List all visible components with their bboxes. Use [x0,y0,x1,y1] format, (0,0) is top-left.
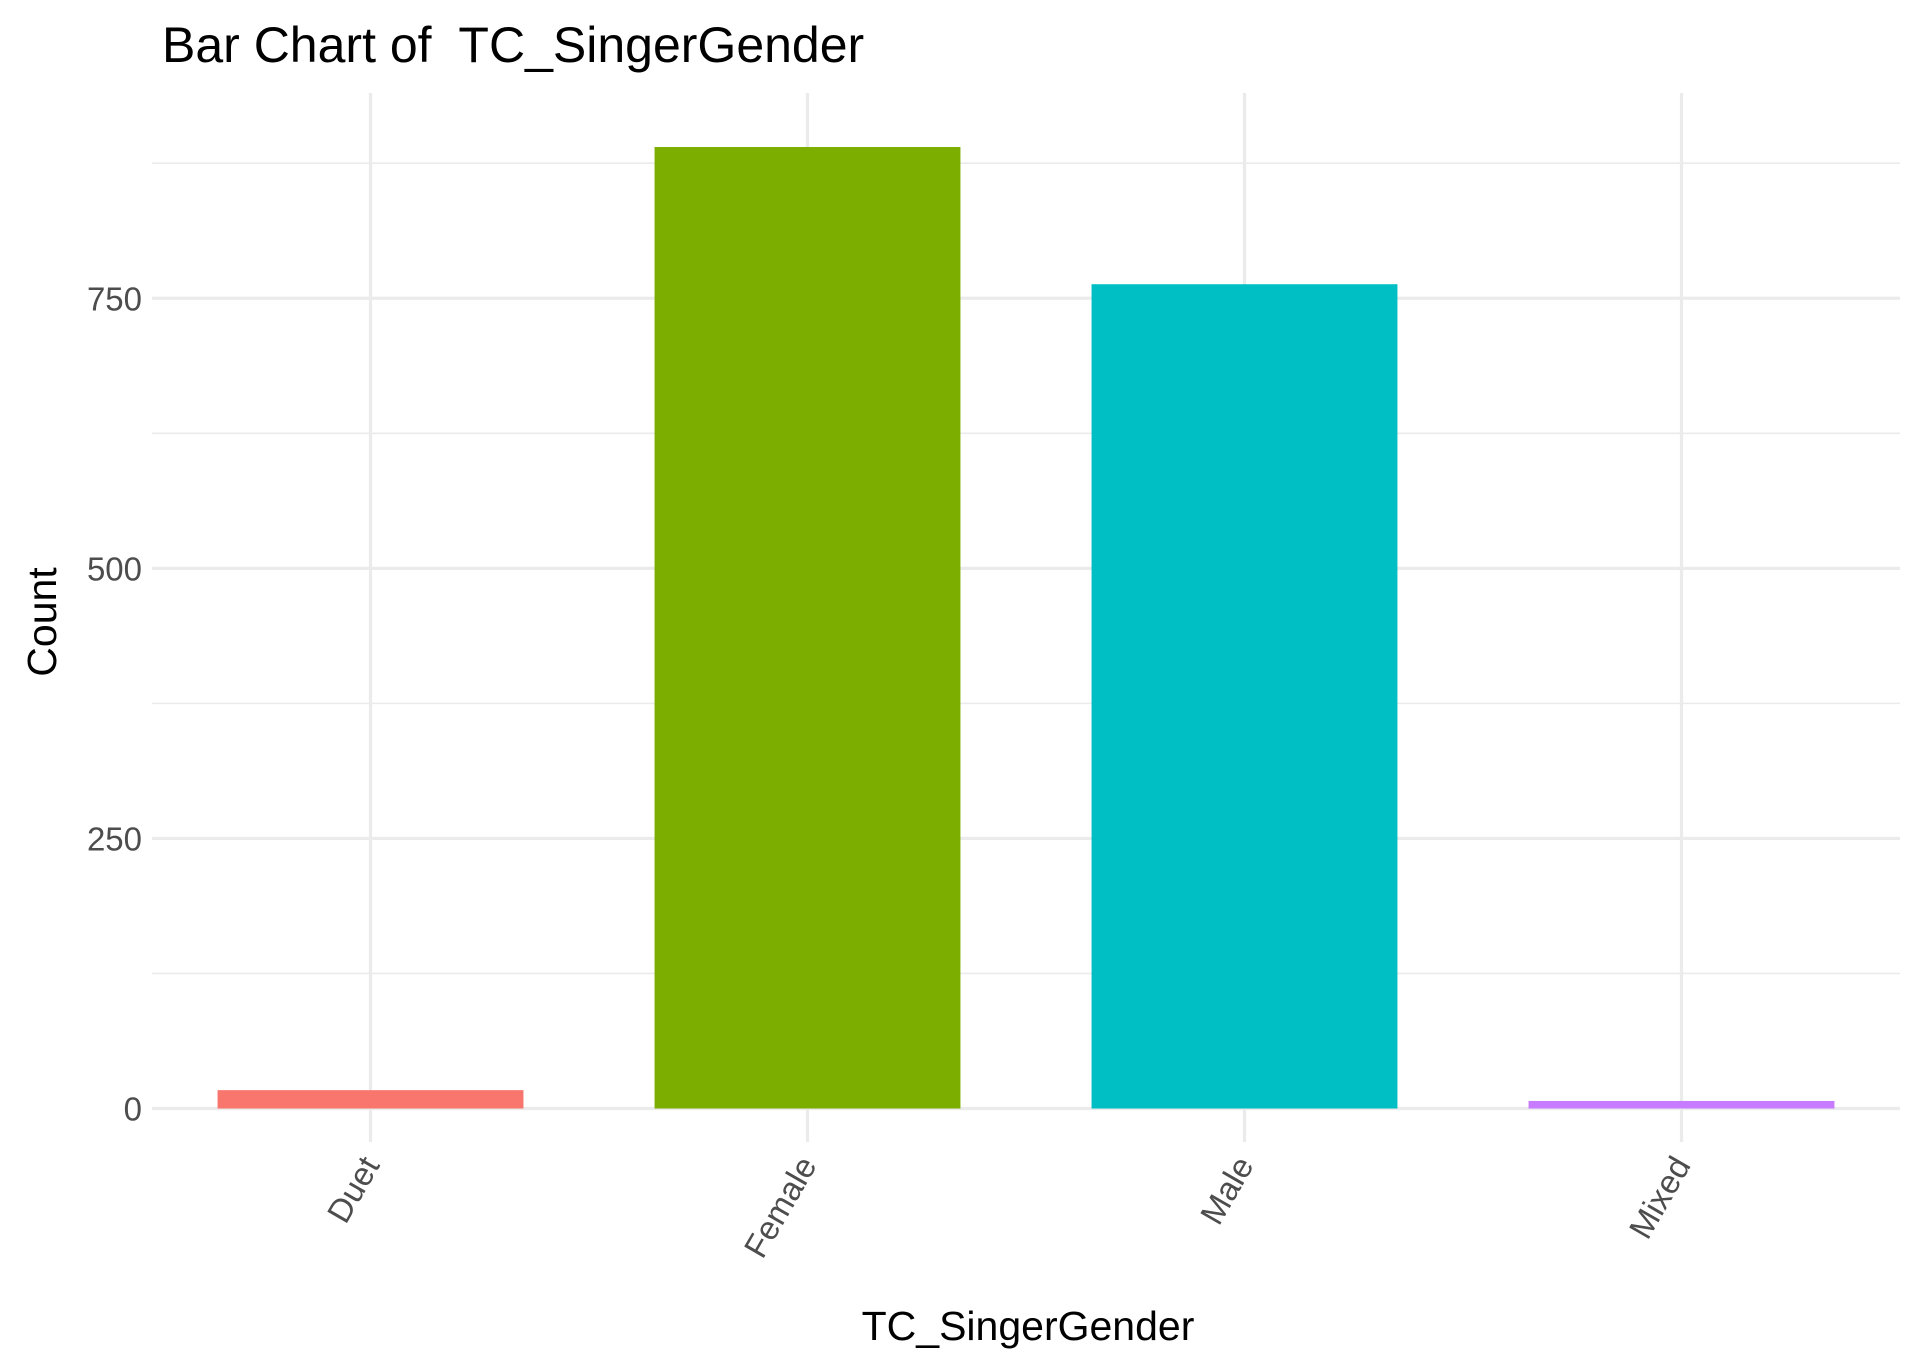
bars-layer [217,147,1835,1109]
bar-duet [217,1090,524,1109]
y-tick-label: 250 [87,820,142,857]
chart-title: Bar Chart of TC_SingerGender [162,17,864,73]
bar-mixed [1528,1100,1835,1109]
x-axis-ticks: Duet Female Male Mixed [320,1150,1698,1264]
x-tick-label: Male [1193,1150,1261,1230]
y-axis-ticks: 0 250 500 750 [87,280,142,1127]
y-tick-label: 0 [124,1091,142,1128]
x-tick-label: Female [736,1150,823,1264]
bar-female [654,147,961,1109]
x-axis-title: TC_SingerGender [862,1303,1195,1349]
grid-layer [152,93,1900,1142]
y-tick-label: 500 [87,550,142,587]
x-tick-label: Mixed [1622,1150,1698,1245]
x-tick-label: Duet [320,1150,387,1229]
bar-male [1091,284,1398,1109]
y-axis-title: Count [19,567,65,677]
y-tick-label: 750 [87,280,142,317]
